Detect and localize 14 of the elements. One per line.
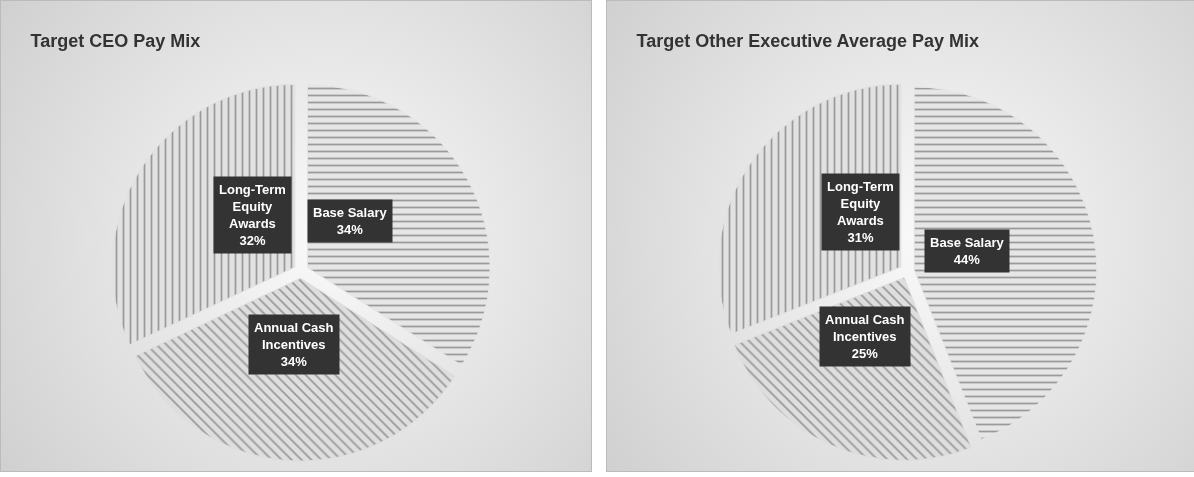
data-label: 31% <box>847 229 874 245</box>
data-label: 34% <box>336 221 364 237</box>
data-label: 32% <box>239 232 266 248</box>
slice-label: Long-Term Equity Awards <box>219 182 286 231</box>
data-label: 25% <box>851 345 879 361</box>
slice-label: Annual Cash Incentives <box>825 312 905 344</box>
data-label: 44% <box>953 251 981 267</box>
chart-title: Target CEO Pay Mix <box>30 30 201 51</box>
chart-title: Target Other Executive Average Pay Mix <box>636 30 979 51</box>
data-label: 34% <box>280 353 308 369</box>
slice-label: Annual Cash Incentives <box>254 320 334 352</box>
slice-label: Base Salary <box>313 205 388 220</box>
slice-label: Long-Term Equity Awards <box>827 179 894 228</box>
slice-label: Base Salary <box>930 235 1005 250</box>
